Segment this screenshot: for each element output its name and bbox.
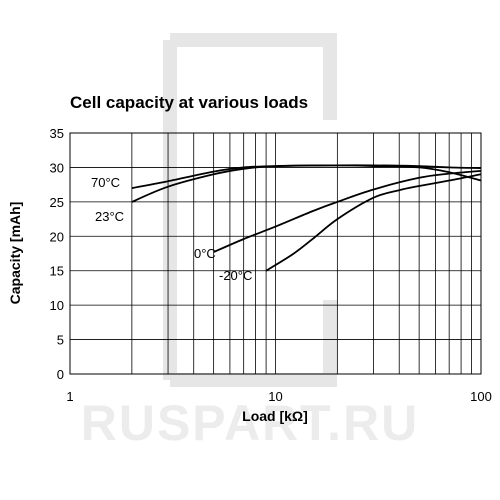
x-tick-label: 1 [66,389,73,404]
watermark: RUSPART.RU [81,33,420,451]
y-tick-label: 0 [57,367,64,382]
series-line-1 [131,164,482,203]
series-line-3 [265,173,482,272]
y-tick-label: 30 [50,160,64,175]
y-tick-label: 20 [50,229,64,244]
series-label-70c: 70°C [91,175,120,190]
y-tick-label: 25 [50,195,64,210]
series-label-0c: 0°C [194,246,216,261]
series-labels: 70°C 23°C 0°C -20°C [91,175,252,283]
plot-frame [69,132,482,375]
x-axis-ticks: 1 10 100 [66,389,491,404]
y-axis-label: Capacity [mAh] [7,202,23,305]
x-tick-label: 10 [268,389,282,404]
gridlines [70,132,481,375]
watermark-frame [163,33,337,387]
x-tick-label: 100 [470,389,492,404]
y-tick-label: 15 [50,264,64,279]
watermark-text: RUSPART.RU [81,395,420,451]
chart-title: Cell capacity at various loads [70,93,308,112]
series-line-2 [213,170,482,253]
y-tick-label: 10 [50,298,64,313]
series-label-minus20c: -20°C [219,268,252,283]
y-tick-label: 35 [50,126,64,141]
x-axis-label: Load [kΩ] [242,408,308,424]
series-label-23c: 23°C [95,209,124,224]
series-group [131,164,482,272]
y-axis-ticks: 0 5 10 15 20 25 30 35 [50,126,64,382]
y-tick-label: 5 [57,333,64,348]
